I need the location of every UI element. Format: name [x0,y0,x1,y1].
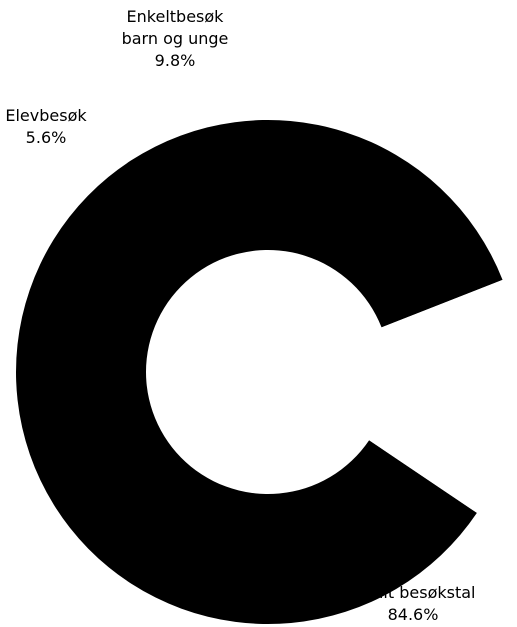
slice-label-3: Enkeltbesøk barn og unge 9.8% [122,7,229,70]
slice-label-line: Elevbesøk [5,106,87,125]
slices-layer [16,120,517,624]
donut-slice-3 [369,366,517,513]
donut-slice-1 [16,120,503,624]
slice-label-1: Totalt besøkstal 84.6% [350,583,476,624]
slice-label-line: Enkeltbesøk [127,7,225,26]
slice-value-text: 5.6% [26,128,67,147]
slice-label-line: Totalt besøkstal [350,583,476,602]
donut-slice-2 [381,279,517,370]
labels-layer: Totalt besøkstal 84.6% Elevbesøk 5.6% Enkelt… [5,7,475,624]
slice-label-line: barn og unge [122,29,229,48]
slice-value-text: 9.8% [155,51,196,70]
slice-value-text: 84.6% [388,605,439,624]
slice-label-2: Elevbesøk 5.6% [5,106,87,147]
